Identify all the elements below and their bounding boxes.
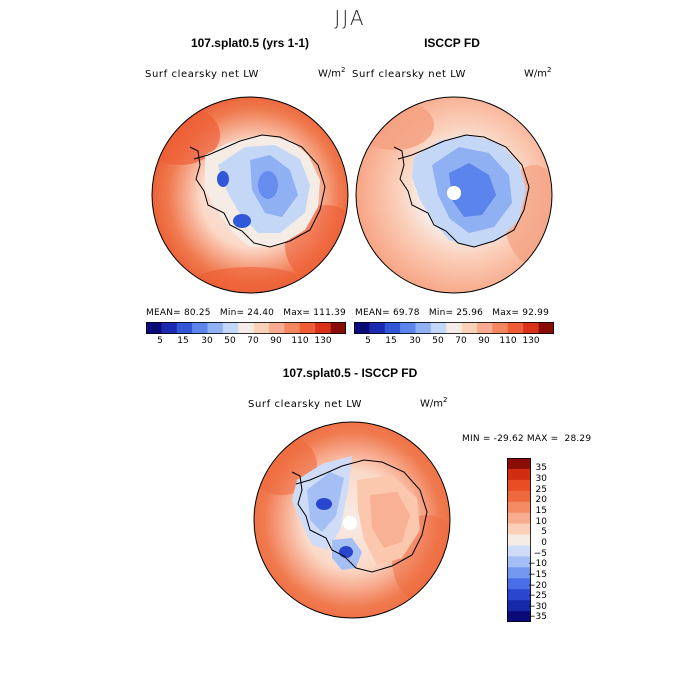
panel-2-colorbar bbox=[354, 322, 554, 334]
cb1-tick-15: 15 bbox=[177, 336, 189, 346]
diff-tick-35: 35 bbox=[535, 463, 547, 473]
diff-tick-neg15: −15 bbox=[528, 570, 547, 580]
diff-tick-neg25: −25 bbox=[528, 591, 547, 601]
season-title: JJA bbox=[334, 6, 366, 30]
cb1-tick-70: 70 bbox=[247, 336, 259, 346]
diff-panel-coastline bbox=[291, 459, 428, 573]
panel-1-colorbar bbox=[146, 322, 346, 334]
cb1-border bbox=[146, 322, 346, 334]
diff-colorbar bbox=[507, 458, 531, 622]
cb2-swatch-2 bbox=[384, 322, 401, 334]
diff-tick-neg30: −30 bbox=[528, 602, 547, 612]
diff-tick-25: 25 bbox=[535, 485, 547, 495]
cb2-tick-90: 90 bbox=[478, 336, 490, 346]
panel-2-title: ISCCP FD bbox=[424, 36, 480, 50]
cb2-tick-130: 130 bbox=[522, 336, 540, 346]
panel-1-units: W/m2 bbox=[318, 66, 346, 80]
panel-2-field-label: Surf clearsky net LW bbox=[352, 69, 467, 80]
cb2-swatch-10 bbox=[507, 322, 524, 334]
cb3-swatch-1 bbox=[507, 468, 531, 481]
cb2-swatch-4 bbox=[415, 322, 432, 334]
cb2-tick-15: 15 bbox=[385, 336, 397, 346]
cb2-tick-30: 30 bbox=[409, 336, 421, 346]
cb1-tick-50: 50 bbox=[224, 336, 236, 346]
panel-1-coastline bbox=[189, 134, 326, 248]
cb1-swatch-4 bbox=[207, 322, 224, 334]
panel-2-stats: MEAN= 69.78 Min= 25.96 Max= 92.99 bbox=[355, 308, 550, 318]
cb2-swatch-7 bbox=[461, 322, 478, 334]
panel-1-map bbox=[151, 96, 349, 294]
panel-1-stats: MEAN= 80.25 Min= 24.40 Max= 111.39 bbox=[146, 308, 346, 318]
cb2-swatch-3 bbox=[400, 322, 416, 334]
cb3-swatch-8 bbox=[507, 545, 531, 557]
cb1-tick-5: 5 bbox=[157, 336, 163, 346]
cb1-swatch-3 bbox=[192, 322, 208, 334]
cb2-swatch-12 bbox=[538, 322, 554, 334]
cb3-swatch-14 bbox=[507, 611, 531, 622]
panel-2-map bbox=[355, 96, 553, 294]
cb2-swatch-9 bbox=[492, 322, 509, 334]
cb3-swatch-9 bbox=[507, 556, 531, 568]
panel-2-coastline bbox=[393, 134, 530, 248]
cb3-swatch-10 bbox=[507, 567, 531, 579]
diff-panel-stats: MIN = -29.62 MAX = 28.29 bbox=[462, 434, 592, 444]
cb1-swatch-11 bbox=[315, 322, 331, 334]
panel-1-title: 107.splat0.5 (yrs 1-1) bbox=[190, 36, 310, 50]
cb3-swatch-7 bbox=[507, 534, 531, 546]
diff-panel-field-label: Surf clearsky net LW bbox=[248, 399, 363, 410]
diff-panel-title: 107.splat0.5 - ISCCP FD bbox=[282, 366, 418, 380]
diff-tick-neg5: −5 bbox=[533, 549, 547, 559]
cb3-swatch-4 bbox=[507, 501, 531, 513]
cb2-swatch-5 bbox=[430, 322, 447, 334]
cb1-swatch-0 bbox=[146, 322, 162, 334]
cb1-swatch-6 bbox=[238, 322, 254, 334]
cb2-swatch-8 bbox=[477, 322, 493, 334]
cb1-tick-110: 110 bbox=[291, 336, 309, 346]
cb1-swatch-9 bbox=[284, 322, 301, 334]
cb1-tick-30: 30 bbox=[201, 336, 213, 346]
cb3-swatch-13 bbox=[507, 600, 531, 612]
cb3-swatch-5 bbox=[507, 512, 531, 524]
cb3-swatch-11 bbox=[507, 578, 531, 590]
diff-panel-units: W/m2 bbox=[420, 396, 448, 410]
cb1-swatch-10 bbox=[299, 322, 316, 334]
cb1-swatch-5 bbox=[222, 322, 239, 334]
cb2-tick-110: 110 bbox=[499, 336, 517, 346]
diff-panel-map bbox=[253, 421, 451, 619]
cb1-swatch-7 bbox=[253, 322, 270, 334]
diff-tick-neg20: −20 bbox=[528, 581, 547, 591]
cb2-tick-70: 70 bbox=[455, 336, 467, 346]
cb1-tick-90: 90 bbox=[270, 336, 282, 346]
cb3-swatch-2 bbox=[507, 479, 531, 492]
cb3-swatch-3 bbox=[507, 490, 531, 503]
cb1-swatch-2 bbox=[176, 322, 193, 334]
cb2-swatch-11 bbox=[523, 322, 539, 334]
cb2-tick-50: 50 bbox=[432, 336, 444, 346]
diff-tick-0: 0 bbox=[541, 538, 547, 548]
cb1-tick-130: 130 bbox=[314, 336, 332, 346]
cb2-swatch-1 bbox=[369, 322, 386, 334]
panel-1-field-label: Surf clearsky net LW bbox=[145, 69, 260, 80]
cb1-swatch-1 bbox=[161, 322, 178, 334]
diff-tick-20: 20 bbox=[535, 495, 547, 505]
cb3-swatch-6 bbox=[507, 523, 531, 535]
cb2-swatch-0 bbox=[354, 322, 370, 334]
diff-tick-neg10: −10 bbox=[528, 559, 547, 569]
panel-2-units: W/m2 bbox=[524, 66, 552, 80]
diff-tick-15: 15 bbox=[535, 506, 547, 516]
cb2-tick-5: 5 bbox=[365, 336, 371, 346]
cb3-swatch-12 bbox=[507, 589, 531, 601]
cb2-swatch-6 bbox=[446, 322, 462, 334]
diff-tick-5: 5 bbox=[541, 527, 547, 537]
cb3-swatch-0 bbox=[507, 458, 531, 470]
diff-tick-30: 30 bbox=[535, 474, 547, 484]
cb2-border bbox=[354, 322, 554, 334]
cb1-swatch-8 bbox=[269, 322, 285, 334]
cb1-swatch-12 bbox=[330, 322, 346, 334]
cb3-border bbox=[507, 458, 531, 622]
diff-tick-neg35: −35 bbox=[528, 612, 547, 622]
diff-tick-10: 10 bbox=[535, 517, 547, 527]
